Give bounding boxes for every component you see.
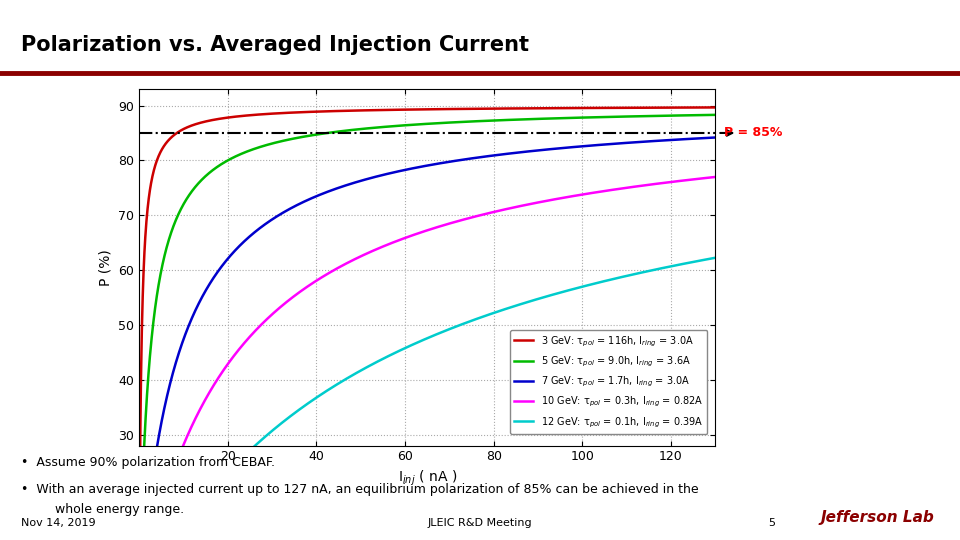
Y-axis label: P (%): P (%) — [99, 249, 112, 286]
Text: Polarization vs. Averaged Injection Current: Polarization vs. Averaged Injection Curr… — [21, 35, 529, 55]
Text: •  Assume 90% polarization from CEBAF.: • Assume 90% polarization from CEBAF. — [21, 456, 276, 469]
Legend: 3 GeV: τ$_{pol}$ = 116h, I$_{ring}$ = 3.0A, 5 GeV: τ$_{pol}$ = 9.0h, I$_{ring}$ : 3 GeV: τ$_{pol}$ = 116h, I$_{ring}$ = 3.… — [510, 330, 708, 434]
Text: 5: 5 — [768, 518, 775, 528]
Text: •  With an average injected current up to 127 nA, an equilibrium polarization of: • With an average injected current up to… — [21, 483, 699, 496]
Text: JLEIC R&D Meeting: JLEIC R&D Meeting — [428, 518, 532, 528]
Text: P = 85%: P = 85% — [724, 126, 782, 139]
Text: whole energy range.: whole energy range. — [55, 503, 184, 516]
Text: Nov 14, 2019: Nov 14, 2019 — [21, 518, 96, 528]
X-axis label: I$_{inj}$ ( nA ): I$_{inj}$ ( nA ) — [397, 469, 457, 488]
Text: Jefferson Lab: Jefferson Lab — [821, 510, 934, 525]
